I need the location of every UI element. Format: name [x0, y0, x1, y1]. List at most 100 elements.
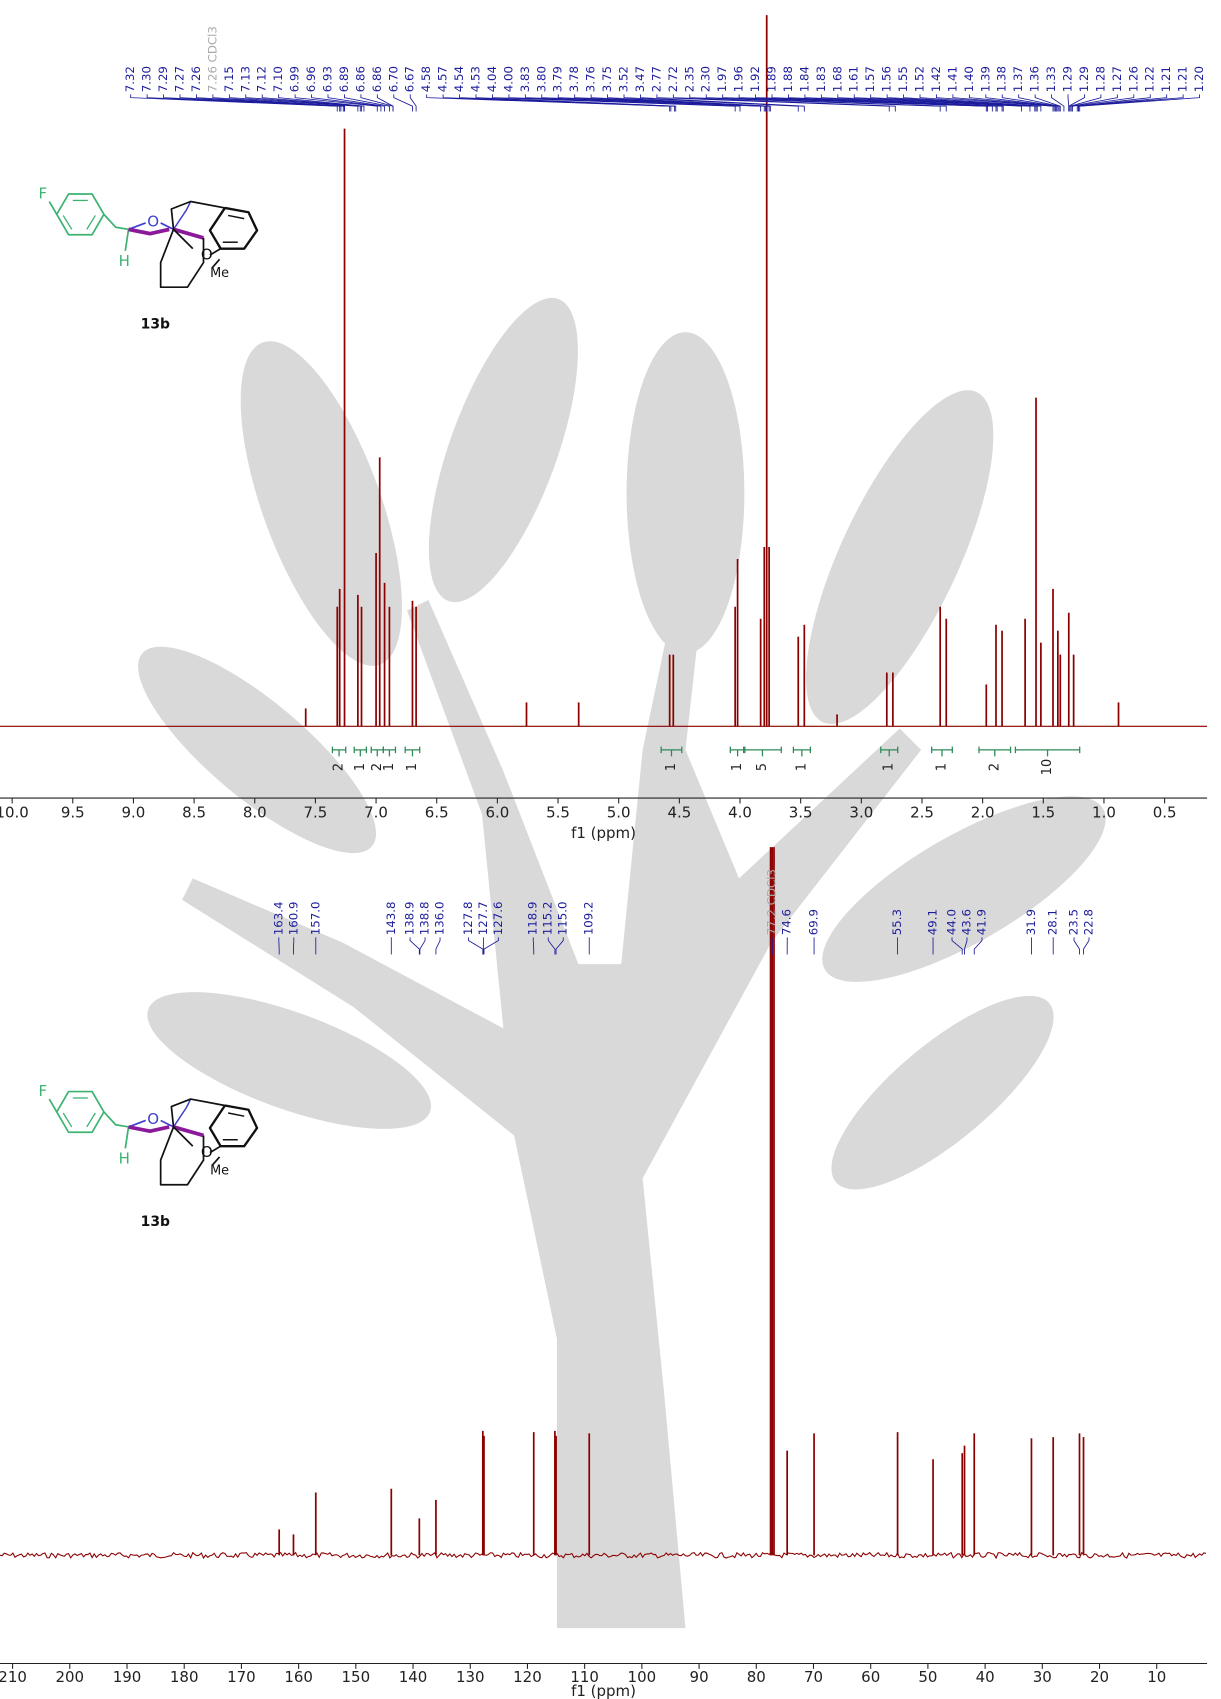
peak-leader [409, 937, 420, 955]
peak-leader [951, 937, 963, 955]
peak-label: 1.42 [929, 66, 943, 92]
peak-leader [311, 94, 382, 112]
integral-bracket [880, 746, 899, 757]
integral-bracket [729, 746, 746, 757]
peak-label: 4.57 [436, 66, 450, 92]
peak-leader [788, 94, 998, 112]
peak-leader [435, 937, 441, 955]
peak-leader [607, 94, 771, 112]
bond [209, 247, 222, 256]
peak-label: 7.13 [238, 66, 252, 92]
bond [159, 1126, 205, 1186]
peak-leader [886, 94, 1037, 112]
x-tick-label: 140 [399, 1668, 428, 1686]
x-tick-label: 70 [804, 1668, 823, 1686]
bond [211, 258, 221, 269]
integral-label: 1 [382, 763, 397, 771]
peak-label: 6.70 [386, 66, 400, 92]
peak-leader [261, 94, 362, 112]
bond [103, 213, 129, 231]
peak-label: 7.15 [222, 66, 236, 92]
peak-leader [985, 94, 1058, 112]
bond [172, 1098, 192, 1128]
peak-leader [1070, 94, 1118, 112]
x-tick-label: 90 [690, 1668, 709, 1686]
peak-leader [853, 94, 1031, 112]
integral-label: 1 [730, 763, 745, 771]
chemical-structure: F O H Me 13b O [39, 185, 259, 333]
bond [62, 1112, 73, 1128]
peak-label: 31.9 [1024, 909, 1038, 935]
peak-label: 127.6 [491, 901, 505, 935]
x-tick-label: 10 [1147, 1668, 1166, 1686]
integral-bracket [978, 746, 1012, 757]
peak-leader [1083, 937, 1090, 955]
peak-leader [574, 94, 768, 112]
peak-label: 136.0 [433, 901, 447, 935]
bond [62, 215, 73, 230]
integral-label: 5 [755, 763, 770, 771]
peak-label: 41.9 [974, 909, 988, 935]
peak-leader [903, 94, 1038, 112]
peak-label: 3.75 [600, 66, 614, 92]
bond [159, 229, 205, 289]
bond [172, 201, 192, 230]
peak-label: 160.9 [286, 901, 300, 935]
peak-leader [870, 94, 1036, 112]
peak-leader [163, 94, 342, 112]
peak-leader [656, 94, 890, 112]
peak-leader [508, 94, 741, 112]
compound-label: 13b [141, 1214, 170, 1230]
peak-label: 49.1 [926, 909, 940, 935]
peak-label: 2.35 [682, 66, 696, 92]
atom-label: H [119, 252, 130, 270]
peak-label: 1.89 [765, 66, 779, 92]
peak-label: 1.20 [1192, 66, 1206, 92]
peak-leader [968, 94, 1056, 112]
bond [170, 200, 226, 230]
x-tick-label: 4.0 [728, 804, 752, 822]
peak-label: 1.55 [896, 66, 910, 92]
integral-label: 1 [935, 763, 950, 771]
atom-label: O [201, 1143, 213, 1161]
peak-label: 127.7 [476, 901, 490, 935]
x-tick-label: 170 [227, 1668, 256, 1686]
peak-label: 69.9 [807, 909, 821, 935]
x-tick-label: 20 [1090, 1668, 1109, 1686]
peak-label: 1.26 [1126, 66, 1140, 92]
peak-leader [212, 94, 345, 112]
bond [48, 201, 58, 215]
x-tick-label: 1.5 [1031, 804, 1055, 822]
peak-label: 3.76 [584, 66, 598, 92]
peak-label: 55.3 [890, 909, 904, 935]
bond [128, 1125, 170, 1134]
integral-bracket [370, 746, 384, 757]
integral-bracket [1014, 746, 1081, 757]
peak-label: 4.58 [419, 66, 433, 92]
peak-label: 2.30 [699, 66, 713, 92]
bond [172, 1126, 194, 1147]
x-tick-label: 2.5 [910, 804, 934, 822]
peak-label: 1.97 [715, 66, 729, 92]
peak-label: 7.26 [189, 66, 203, 92]
x-tick-label: 2.0 [971, 804, 995, 822]
peak-leader [623, 94, 799, 112]
x-tick-label: 5.5 [546, 804, 570, 822]
peak-leader [590, 94, 770, 112]
peak-label: 138.9 [403, 901, 417, 935]
peak-label: 7.10 [271, 66, 285, 92]
x-tick-label: 5.0 [607, 804, 631, 822]
peak-label: 1.38 [995, 66, 1009, 92]
x-tick-label: 30 [1033, 1668, 1052, 1686]
peak-label: 118.9 [526, 901, 540, 935]
bond [160, 1119, 174, 1128]
integral-bracket [931, 746, 953, 757]
peak-leader [245, 94, 361, 112]
x-tick-label: 60 [861, 1668, 880, 1686]
bond [172, 227, 205, 240]
x-tick-label: 9.5 [61, 804, 85, 822]
x-tick-label: 6.0 [485, 804, 509, 822]
peak-label: 6.86 [370, 66, 384, 92]
bond [172, 1125, 205, 1138]
